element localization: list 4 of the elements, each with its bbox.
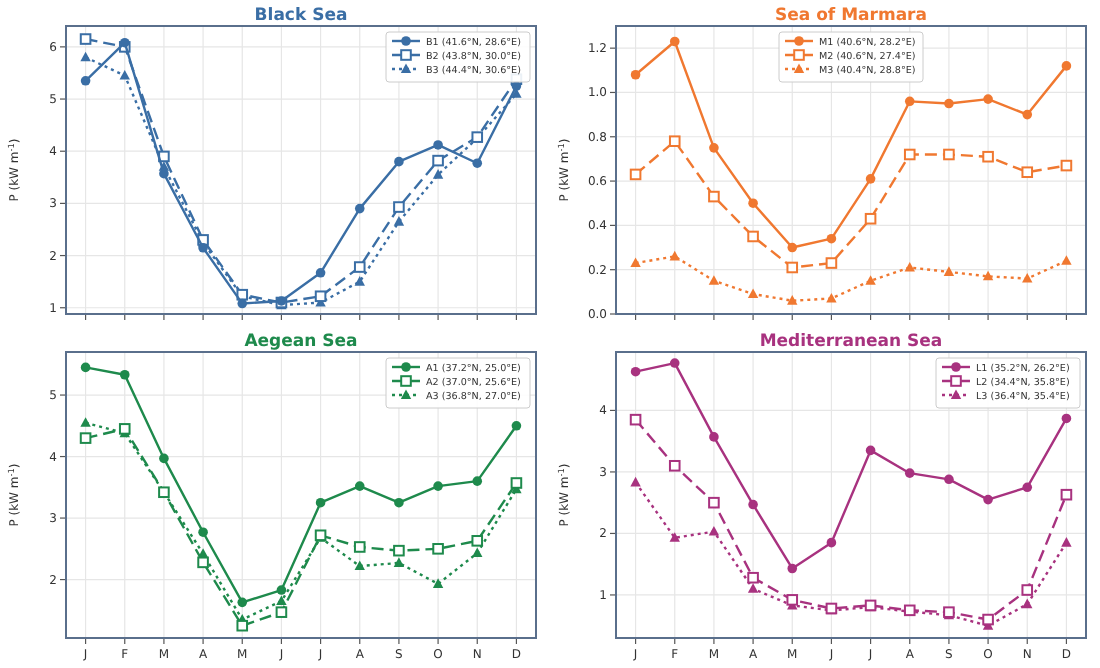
chart-title: Sea of Marmara bbox=[775, 6, 928, 26]
chart-title: Black Sea bbox=[254, 6, 348, 26]
chart-title: Mediterranean Sea bbox=[759, 332, 943, 352]
chart-title: Aegean Sea bbox=[244, 332, 359, 352]
